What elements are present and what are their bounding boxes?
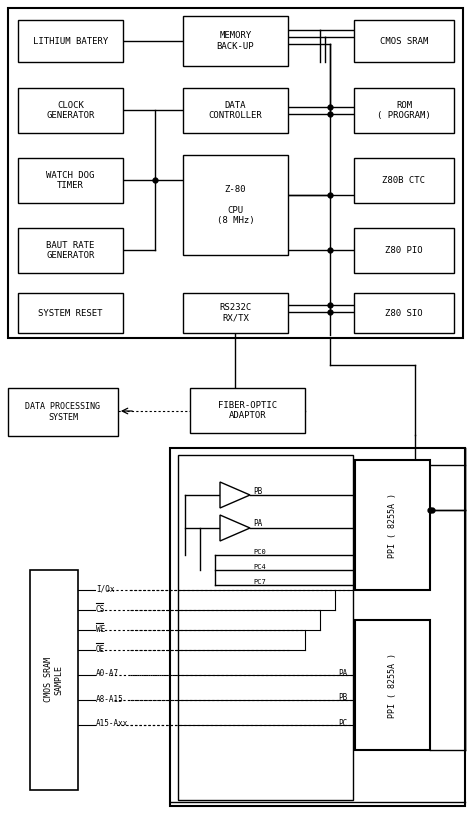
Text: LITHIUM BATERY: LITHIUM BATERY bbox=[33, 37, 108, 46]
Text: RS232C
RX/TX: RS232C RX/TX bbox=[219, 304, 252, 322]
Text: PC0: PC0 bbox=[253, 549, 266, 555]
Text: FIBER-OPTIC
ADAPTOR: FIBER-OPTIC ADAPTOR bbox=[218, 400, 277, 420]
Text: CMOS SRAM
SAMPLE: CMOS SRAM SAMPLE bbox=[44, 658, 64, 702]
Bar bbox=[170, 448, 465, 806]
Text: ROM
( PROGRAM): ROM ( PROGRAM) bbox=[377, 101, 431, 120]
Text: Z80 PIO: Z80 PIO bbox=[385, 246, 423, 255]
Bar bbox=[18, 88, 123, 133]
Text: WATCH DOG
TIMER: WATCH DOG TIMER bbox=[46, 171, 95, 190]
Text: PPI ( 8255A ): PPI ( 8255A ) bbox=[388, 492, 397, 558]
Bar bbox=[178, 455, 353, 800]
Text: Z80B CTC: Z80B CTC bbox=[383, 176, 426, 185]
Bar bbox=[30, 570, 78, 790]
Bar bbox=[18, 228, 123, 273]
Bar bbox=[183, 155, 288, 255]
Text: A8-A15: A8-A15 bbox=[96, 694, 124, 703]
Bar bbox=[354, 293, 454, 333]
Text: DATA
CONTROLLER: DATA CONTROLLER bbox=[209, 101, 263, 120]
Bar bbox=[183, 293, 288, 333]
Text: I/Ox: I/Ox bbox=[96, 584, 115, 593]
Text: Z80 SIO: Z80 SIO bbox=[385, 309, 423, 317]
Bar bbox=[354, 88, 454, 133]
Text: OE: OE bbox=[96, 645, 105, 654]
Bar bbox=[18, 20, 123, 62]
Text: PB: PB bbox=[253, 487, 262, 496]
Text: PA: PA bbox=[253, 519, 262, 528]
Bar bbox=[8, 8, 463, 338]
Bar bbox=[183, 88, 288, 133]
Text: PA: PA bbox=[338, 668, 347, 677]
Bar bbox=[354, 228, 454, 273]
Bar bbox=[183, 16, 288, 66]
Text: PC: PC bbox=[338, 719, 347, 728]
Text: Z-80

CPU
(8 MHz): Z-80 CPU (8 MHz) bbox=[217, 185, 255, 225]
Bar bbox=[354, 20, 454, 62]
Polygon shape bbox=[220, 482, 250, 508]
Text: PB: PB bbox=[338, 694, 347, 702]
Text: DATA PROCESSING
SYSTEM: DATA PROCESSING SYSTEM bbox=[26, 402, 100, 422]
Bar bbox=[18, 293, 123, 333]
Bar bbox=[355, 460, 430, 590]
Bar bbox=[355, 620, 430, 750]
Bar bbox=[18, 158, 123, 203]
Text: PPI ( 8255A ): PPI ( 8255A ) bbox=[388, 653, 397, 717]
Bar bbox=[8, 388, 118, 436]
Text: CMOS SRAM: CMOS SRAM bbox=[380, 37, 428, 46]
Polygon shape bbox=[220, 515, 250, 541]
Bar bbox=[190, 388, 305, 433]
Bar bbox=[354, 158, 454, 203]
Text: PC4: PC4 bbox=[253, 564, 266, 570]
Text: SYSTEM RESET: SYSTEM RESET bbox=[38, 309, 103, 317]
Text: PC7: PC7 bbox=[253, 579, 266, 585]
Text: WE: WE bbox=[96, 624, 105, 633]
Text: A15-Axx: A15-Axx bbox=[96, 720, 128, 729]
Text: MEMORY
BACK-UP: MEMORY BACK-UP bbox=[217, 31, 255, 50]
Text: CS: CS bbox=[96, 605, 105, 614]
Text: A0-A7: A0-A7 bbox=[96, 669, 119, 679]
Text: BAUT RATE
GENERATOR: BAUT RATE GENERATOR bbox=[46, 241, 95, 260]
Text: CLOCK
GENERATOR: CLOCK GENERATOR bbox=[46, 101, 95, 120]
